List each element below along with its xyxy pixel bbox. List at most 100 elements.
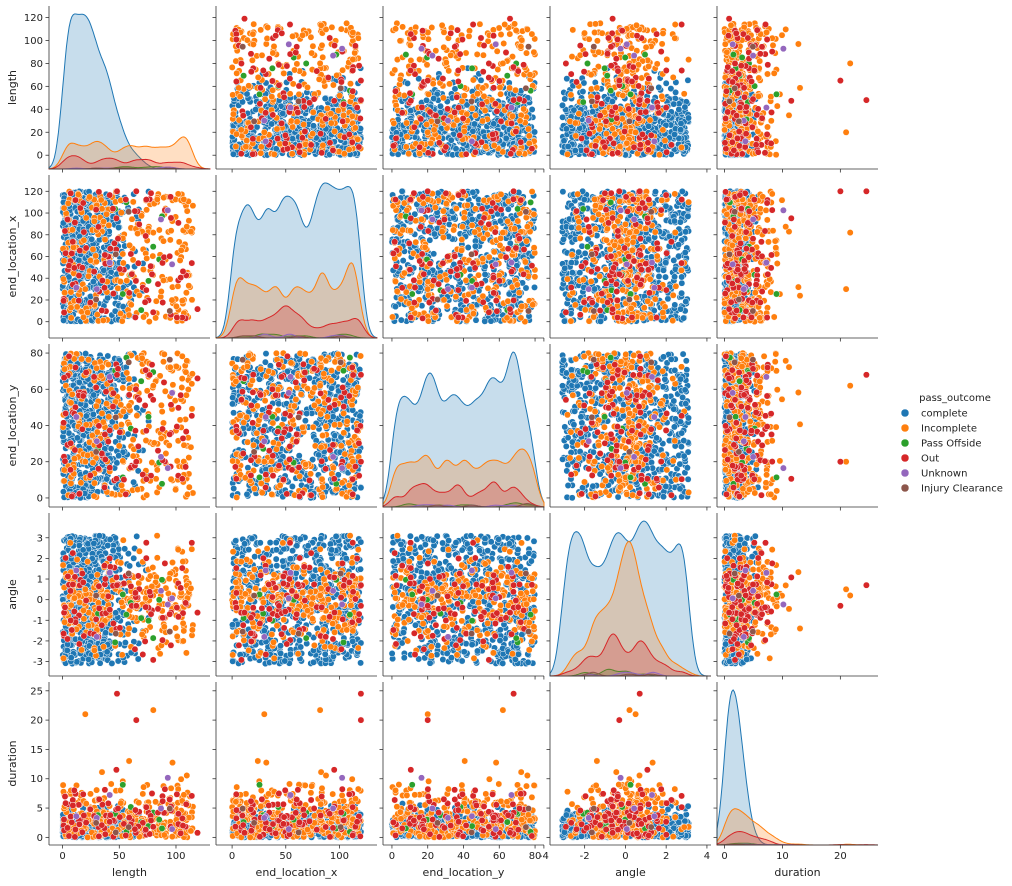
point-out <box>296 143 302 149</box>
point-out <box>287 75 293 81</box>
point-out <box>279 30 285 36</box>
point-complete <box>322 95 328 101</box>
point-out <box>443 144 449 150</box>
y-tick-label: 80 <box>30 59 43 70</box>
point-out <box>407 90 413 96</box>
point-incomplete <box>477 21 483 27</box>
point-out <box>392 88 398 94</box>
point-incomplete <box>288 118 294 124</box>
point-out <box>352 43 358 49</box>
point-incomplete <box>319 42 325 48</box>
panel-length-vs-end_location_y <box>380 6 545 173</box>
point-out <box>491 85 497 91</box>
point-out <box>338 79 344 85</box>
point-incomplete <box>335 107 341 113</box>
point-complete <box>431 95 437 101</box>
point-incomplete <box>291 67 297 73</box>
point-incomplete <box>258 144 264 150</box>
point-incomplete <box>289 124 295 130</box>
point-incomplete <box>289 151 295 157</box>
point-incomplete <box>407 42 413 48</box>
point-out <box>346 131 352 137</box>
point-incomplete <box>355 35 361 41</box>
point-incomplete <box>230 111 236 117</box>
y-tick-label: 120 <box>24 13 43 24</box>
point-complete <box>448 137 454 143</box>
point-out <box>529 146 535 152</box>
point-out <box>317 131 323 137</box>
point-incomplete <box>309 131 315 137</box>
point-incomplete <box>270 50 276 56</box>
point-incomplete <box>391 120 397 126</box>
point-complete <box>491 121 497 127</box>
point-out <box>478 35 484 41</box>
point-incomplete <box>244 137 250 143</box>
point-incomplete <box>448 52 454 58</box>
point-incomplete <box>264 35 270 41</box>
point-complete <box>310 123 316 129</box>
point-unknown <box>330 52 336 58</box>
point-out <box>470 21 476 27</box>
point-incomplete <box>310 43 316 49</box>
point-incomplete <box>337 93 343 99</box>
point-pass-offside <box>240 73 246 79</box>
point-out <box>248 51 254 57</box>
point-incomplete <box>234 70 240 76</box>
point-out <box>250 136 256 142</box>
point-incomplete <box>425 129 431 135</box>
point-out <box>358 97 364 103</box>
point-pass-offside <box>469 65 475 71</box>
point-incomplete <box>441 29 447 35</box>
point-incomplete <box>233 143 239 149</box>
point-incomplete <box>271 151 277 157</box>
point-incomplete <box>439 22 445 28</box>
point-out <box>284 63 290 69</box>
point-out <box>248 69 254 75</box>
point-out <box>257 101 263 107</box>
point-out <box>490 33 496 39</box>
point-incomplete <box>309 50 315 56</box>
point-incomplete <box>347 81 353 87</box>
point-out <box>233 36 239 42</box>
y-tick-label: 100 <box>24 36 43 47</box>
point-out <box>433 112 439 118</box>
point-out <box>407 67 413 73</box>
point-incomplete <box>441 44 447 50</box>
point-out <box>460 115 466 121</box>
point-incomplete <box>330 82 336 88</box>
point-out <box>516 96 522 102</box>
point-incomplete <box>406 151 412 157</box>
point-out <box>340 118 346 124</box>
point-incomplete <box>470 77 476 83</box>
point-incomplete <box>397 38 403 44</box>
point-pass-offside <box>504 73 510 79</box>
point-incomplete <box>494 48 500 54</box>
point-incomplete <box>474 91 480 97</box>
point-out <box>295 109 301 115</box>
point-incomplete <box>289 33 295 39</box>
point-complete <box>289 136 295 142</box>
point-complete <box>280 110 286 116</box>
point-incomplete <box>454 117 460 123</box>
point-incomplete <box>229 64 235 70</box>
point-incomplete <box>474 51 480 57</box>
point-incomplete <box>466 33 472 39</box>
point-out <box>518 139 524 145</box>
point-out <box>455 104 461 110</box>
point-incomplete <box>296 91 302 97</box>
point-out <box>479 101 485 107</box>
point-incomplete <box>317 60 323 66</box>
point-incomplete <box>251 21 257 27</box>
point-out <box>489 131 495 137</box>
point-complete <box>437 103 443 109</box>
point-incomplete <box>481 93 487 99</box>
point-unknown <box>261 117 267 123</box>
point-incomplete <box>294 119 300 125</box>
point-out <box>240 112 246 118</box>
point-out <box>282 132 288 138</box>
point-incomplete <box>425 36 431 42</box>
point-incomplete <box>236 85 242 91</box>
point-incomplete <box>328 120 334 126</box>
point-incomplete <box>469 105 475 111</box>
point-out <box>323 116 329 122</box>
